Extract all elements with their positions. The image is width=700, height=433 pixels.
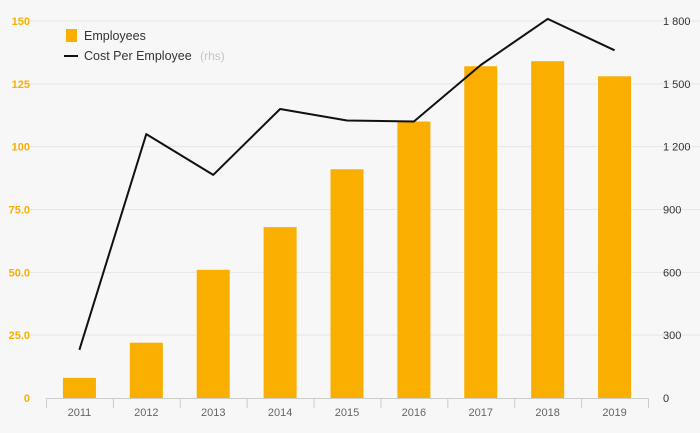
- right-tick-label: 0: [663, 393, 669, 405]
- left-tick-label: 50.0: [9, 267, 30, 279]
- right-tick-label: 900: [663, 205, 681, 217]
- x-tick-label: 2016: [402, 407, 426, 419]
- employees-bar: [129, 342, 163, 398]
- right-tick-label: 1 200: [663, 142, 691, 154]
- right-tick-label: 1 800: [663, 16, 691, 28]
- cost-per-employee-line: [78, 17, 616, 351]
- employees-bar: [263, 227, 297, 398]
- left-tick-label: 25.0: [9, 330, 30, 342]
- legend-cost-label: Cost Per Employee (rhs): [84, 47, 225, 64]
- legend-cost-name: Cost Per Employee: [84, 49, 192, 63]
- employees-bar: [62, 377, 96, 398]
- employees-bar: [330, 169, 364, 398]
- legend-employees-swatch: [66, 29, 77, 42]
- x-tick-label: 2015: [335, 407, 359, 419]
- left-tick-label: 0: [24, 393, 30, 405]
- x-tick-label: 2013: [201, 407, 225, 419]
- employees-bar: [598, 76, 632, 398]
- x-tick-label: 2011: [68, 407, 92, 419]
- left-tick-label: 125: [12, 79, 30, 91]
- x-tick-label: 2012: [134, 407, 158, 419]
- x-tick-label: 2018: [535, 407, 559, 419]
- employees-bar: [397, 121, 431, 399]
- x-tick-label: 2019: [602, 407, 626, 419]
- right-axis-tick-labels: 0 300 600 900 1 200 1 500 1 800: [663, 16, 691, 405]
- x-axis-tick-labels: 2011 2012 2013 2014 2015 2016 2017 2018 2019: [68, 407, 627, 419]
- x-axis: [46, 398, 649, 408]
- employees-bar: [196, 269, 230, 398]
- x-tick-label: 2017: [469, 407, 493, 419]
- right-tick-label: 600: [663, 267, 681, 279]
- employees-bars: [62, 61, 632, 399]
- right-tick-label: 1 500: [663, 79, 691, 91]
- cost-line-series: [78, 17, 616, 351]
- right-tick-label: 300: [663, 330, 681, 342]
- legend-cost-suffix: (rhs): [200, 49, 225, 63]
- x-tick-label: 2014: [268, 407, 292, 419]
- left-tick-label: 75.0: [9, 205, 30, 217]
- employees-bar: [464, 66, 498, 399]
- legend: Employees Cost Per Employee (rhs): [64, 29, 225, 64]
- employees-bar: [531, 61, 565, 399]
- legend-employees-label: Employees: [84, 29, 146, 43]
- left-tick-label: 150: [12, 16, 30, 28]
- left-axis-tick-labels: 0 25.0 50.0 75.0 100 125 150: [9, 16, 30, 405]
- left-tick-label: 100: [12, 142, 30, 154]
